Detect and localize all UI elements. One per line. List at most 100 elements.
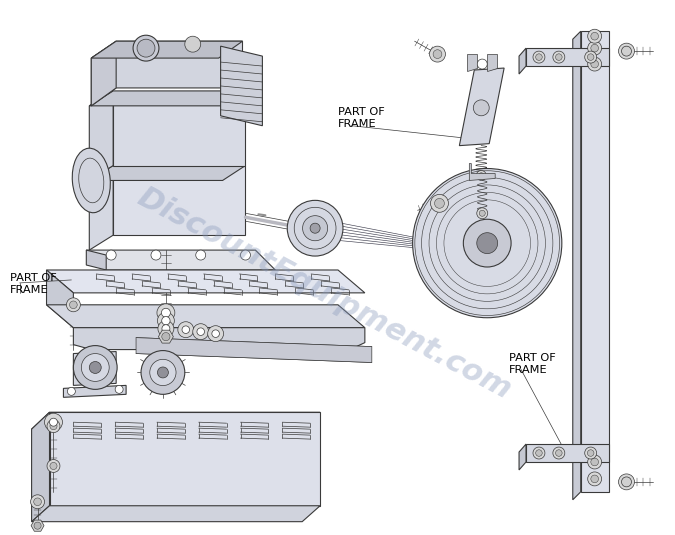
- Circle shape: [533, 51, 545, 63]
- Circle shape: [162, 333, 170, 341]
- Circle shape: [45, 413, 62, 431]
- Polygon shape: [469, 164, 495, 180]
- Circle shape: [34, 522, 41, 529]
- Circle shape: [141, 350, 185, 394]
- Polygon shape: [113, 91, 246, 165]
- Circle shape: [591, 475, 599, 483]
- Circle shape: [161, 308, 170, 317]
- Circle shape: [81, 354, 109, 381]
- Circle shape: [47, 460, 60, 472]
- Circle shape: [178, 322, 194, 338]
- Circle shape: [158, 320, 174, 337]
- Circle shape: [433, 50, 442, 58]
- Polygon shape: [86, 250, 106, 270]
- Circle shape: [34, 498, 41, 506]
- Polygon shape: [580, 31, 609, 492]
- Polygon shape: [32, 412, 320, 429]
- Circle shape: [74, 346, 117, 389]
- Ellipse shape: [72, 148, 110, 213]
- Circle shape: [182, 326, 190, 333]
- Circle shape: [588, 57, 601, 71]
- Circle shape: [208, 326, 223, 342]
- Circle shape: [137, 39, 155, 57]
- Polygon shape: [32, 506, 320, 522]
- Circle shape: [240, 250, 250, 260]
- Polygon shape: [91, 41, 116, 106]
- Circle shape: [30, 495, 45, 509]
- Polygon shape: [89, 91, 113, 180]
- Circle shape: [536, 54, 542, 60]
- Circle shape: [591, 458, 599, 466]
- Circle shape: [50, 423, 57, 430]
- Circle shape: [185, 36, 200, 52]
- Circle shape: [412, 169, 562, 318]
- Polygon shape: [63, 385, 126, 398]
- Polygon shape: [519, 48, 526, 74]
- Polygon shape: [89, 165, 246, 180]
- Text: PART OF
FRAME: PART OF FRAME: [509, 354, 556, 376]
- Polygon shape: [487, 54, 497, 71]
- Circle shape: [212, 330, 219, 338]
- Circle shape: [588, 455, 601, 469]
- Polygon shape: [47, 270, 74, 327]
- Circle shape: [477, 233, 497, 254]
- Circle shape: [591, 33, 599, 40]
- Circle shape: [477, 208, 488, 219]
- Circle shape: [197, 328, 205, 335]
- Circle shape: [479, 173, 484, 178]
- Circle shape: [50, 462, 57, 470]
- Polygon shape: [74, 327, 365, 349]
- Circle shape: [157, 367, 168, 378]
- Circle shape: [588, 472, 601, 486]
- Polygon shape: [136, 338, 372, 363]
- Circle shape: [622, 478, 631, 486]
- Circle shape: [585, 447, 597, 459]
- Polygon shape: [159, 330, 173, 343]
- Circle shape: [302, 216, 327, 241]
- Polygon shape: [89, 91, 246, 106]
- Polygon shape: [32, 412, 49, 522]
- Text: PART OF
FRAME: PART OF FRAME: [9, 273, 57, 295]
- Circle shape: [553, 51, 565, 63]
- Circle shape: [479, 210, 485, 216]
- Polygon shape: [113, 165, 246, 235]
- Circle shape: [618, 474, 634, 490]
- Circle shape: [533, 447, 545, 459]
- Circle shape: [196, 250, 206, 260]
- Circle shape: [106, 250, 116, 260]
- Circle shape: [588, 41, 601, 55]
- Circle shape: [68, 387, 76, 395]
- Circle shape: [47, 419, 60, 433]
- Polygon shape: [519, 444, 526, 470]
- Circle shape: [66, 298, 80, 312]
- Circle shape: [150, 360, 176, 386]
- Circle shape: [591, 60, 599, 68]
- Circle shape: [536, 450, 542, 456]
- Circle shape: [556, 450, 562, 456]
- Polygon shape: [221, 46, 263, 126]
- Circle shape: [157, 312, 174, 329]
- Circle shape: [431, 194, 448, 212]
- Circle shape: [193, 324, 209, 340]
- Polygon shape: [91, 41, 242, 58]
- Circle shape: [553, 447, 565, 459]
- Circle shape: [477, 171, 486, 180]
- Polygon shape: [31, 520, 44, 531]
- Polygon shape: [467, 54, 477, 71]
- Circle shape: [587, 450, 594, 456]
- Circle shape: [429, 46, 446, 62]
- Polygon shape: [460, 68, 504, 146]
- Circle shape: [151, 250, 161, 260]
- Circle shape: [585, 51, 597, 63]
- Polygon shape: [526, 48, 609, 66]
- Polygon shape: [74, 351, 116, 385]
- Circle shape: [162, 317, 170, 325]
- Circle shape: [133, 35, 159, 61]
- Circle shape: [157, 304, 175, 322]
- Circle shape: [588, 29, 601, 43]
- Circle shape: [622, 477, 632, 487]
- Circle shape: [49, 418, 57, 426]
- Polygon shape: [47, 270, 365, 293]
- Polygon shape: [89, 165, 113, 250]
- Circle shape: [587, 54, 594, 60]
